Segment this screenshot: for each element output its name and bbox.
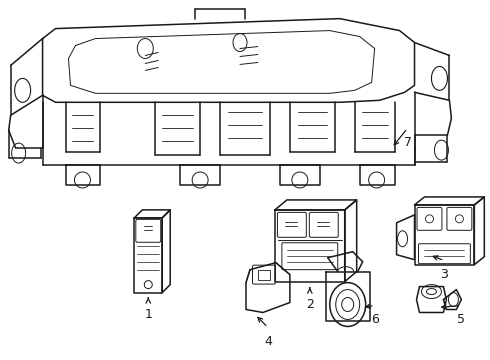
Text: 3: 3 [441, 268, 448, 281]
Text: 7: 7 [404, 136, 412, 149]
Bar [258, 270, 270, 280]
Text: 4: 4 [264, 335, 272, 348]
Text: 6: 6 [371, 313, 379, 326]
Text: 2: 2 [306, 298, 314, 311]
Text: 5: 5 [457, 313, 465, 326]
Text: 1: 1 [145, 308, 152, 321]
